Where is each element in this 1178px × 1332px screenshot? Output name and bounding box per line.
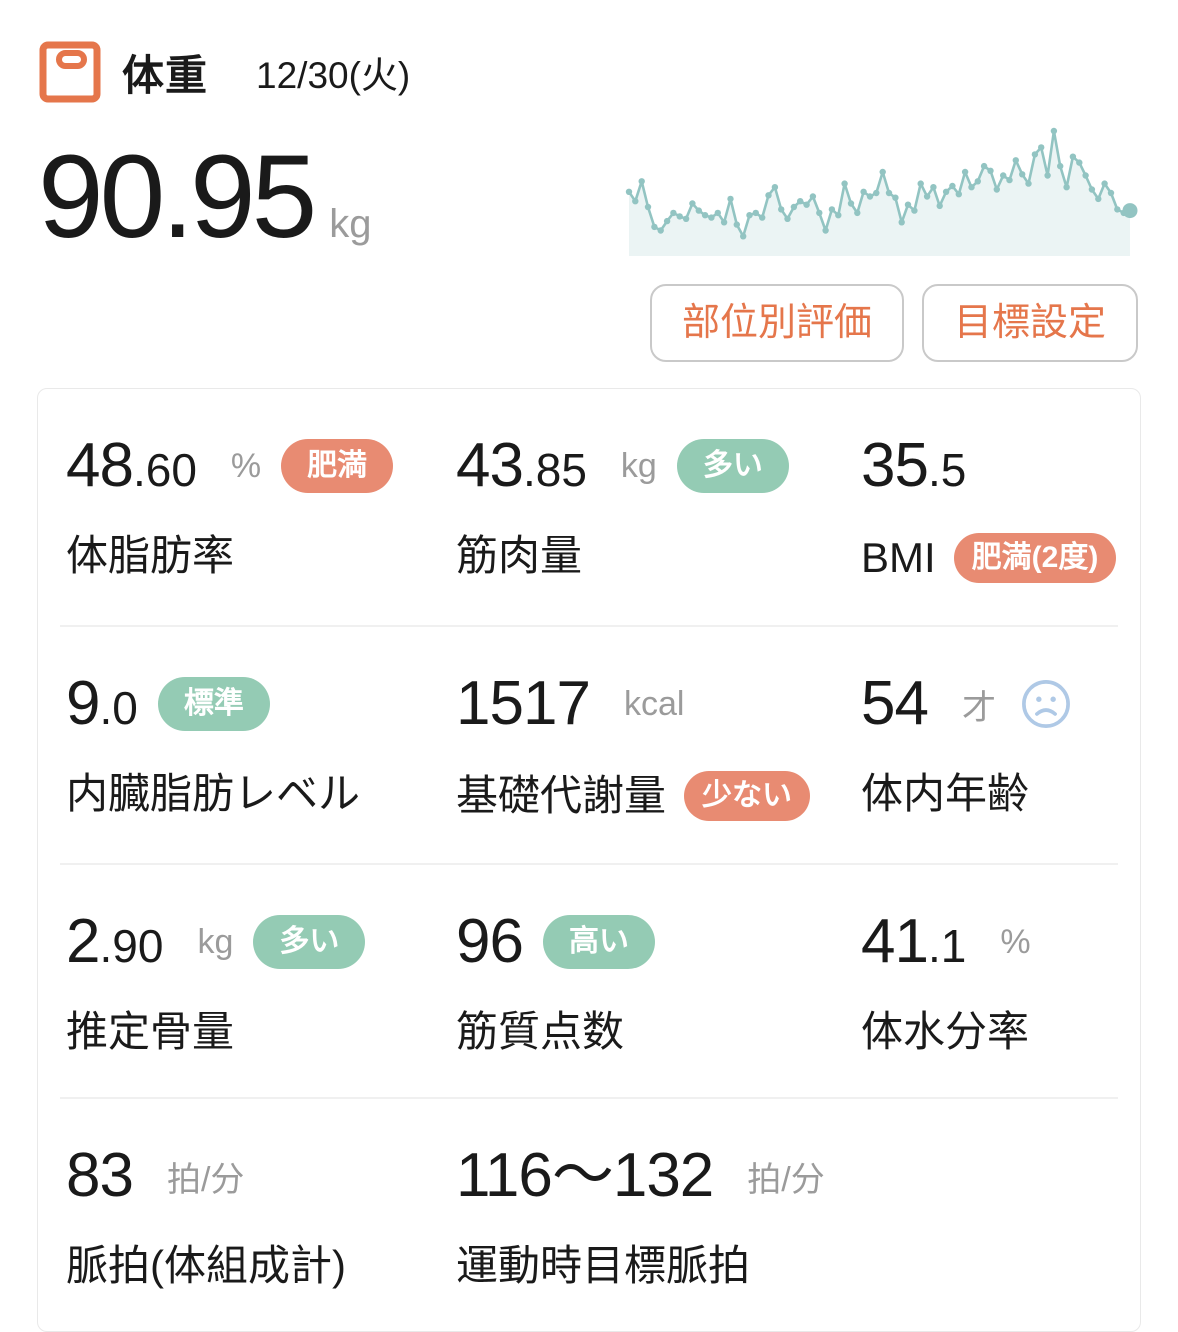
metric-body-fat-percentage: 48.60 % 肥満 体脂肪率 [66, 429, 456, 625]
metric-unit: % [1000, 922, 1031, 961]
status-badge: 多い [253, 915, 366, 969]
weight-unit: kg [329, 202, 372, 247]
metric-basal-metabolic-rate: 1517 kcal 基礎代謝量 少ない [456, 667, 861, 863]
metric-body-age: 54 才 体内年齢 [861, 667, 1072, 863]
measurement-date: 12/30(火) [256, 55, 411, 96]
metric-value: 116〜132 [456, 1141, 714, 1211]
metric-value: 41.1 [861, 907, 967, 976]
metrics-card: 48.60 % 肥満 体脂肪率 43.85 kg 多い 筋肉量 [37, 388, 1141, 1332]
weight-value-group: 90.95 kg [38, 131, 372, 264]
action-buttons: 部位別評価 目標設定 [0, 256, 1178, 362]
status-badge: 肥満 [281, 439, 394, 493]
metric-muscle-quality-score: 96 高い 筋質点数 [456, 905, 861, 1097]
metric-label: 筋質点数 [456, 1008, 625, 1055]
metric-bmi: 35.5 BMI 肥満(2度) [861, 429, 1117, 625]
metric-row-4: 83 拍/分 脈拍(体組成計) 116〜132 拍/分 運動時目標脈拍 [38, 1099, 1140, 1331]
metric-label: 内臓脂肪レベル [66, 770, 361, 817]
weight-value: 90.95 [38, 131, 317, 264]
status-badge: 少ない [684, 771, 811, 821]
metric-muscle-mass: 43.85 kg 多い 筋肉量 [456, 429, 861, 625]
weight-summary: 90.95 kg [0, 104, 1178, 256]
metric-row-2: 9.0 標準 内臓脂肪レベル 1517 kcal 基礎代謝量 少ない [38, 627, 1140, 863]
metric-unit: % [230, 446, 262, 485]
row-divider [60, 1097, 1118, 1100]
metric-row-3: 2.90 kg 多い 推定骨量 96 高い 筋質点数 [38, 865, 1140, 1097]
metric-label: BMI [861, 533, 936, 581]
metric-unit: kg [197, 922, 234, 961]
metric-estimated-bone-mass: 2.90 kg 多い 推定骨量 [66, 905, 456, 1097]
metric-unit: 拍/分 [166, 1160, 245, 1199]
metric-value: 83 [66, 1141, 134, 1211]
metric-unit: 才 [961, 688, 996, 727]
metric-value: 2.90 [66, 907, 164, 976]
metric-label: 推定骨量 [66, 1008, 235, 1055]
weight-trend-chart[interactable] [621, 123, 1138, 256]
metric-label: 体内年齢 [861, 770, 1030, 817]
metric-body-water-percentage: 41.1 % 体水分率 [861, 905, 1031, 1097]
metric-value: 35.5 [861, 431, 967, 500]
metric-visceral-fat-level: 9.0 標準 内臓脂肪レベル [66, 667, 456, 863]
row-divider [60, 625, 1118, 627]
metric-pulse: 83 拍/分 脈拍(体組成計) [66, 1139, 456, 1331]
row-divider [60, 863, 1118, 865]
metric-row-1: 48.60 % 肥満 体脂肪率 43.85 kg 多い 筋肉量 [38, 389, 1140, 625]
metric-unit: 拍/分 [747, 1160, 825, 1199]
header: 体重 12/30(火) [0, 0, 1178, 104]
metric-value: 1517 [456, 669, 591, 738]
metric-value: 96 [456, 907, 524, 976]
status-badge: 高い [542, 915, 655, 969]
metric-value: 43.85 [456, 431, 587, 500]
metric-unit: kg [620, 446, 657, 485]
metric-unit: kcal [623, 684, 685, 723]
metric-label: 基礎代謝量 [456, 771, 667, 819]
status-badge: 標準 [157, 677, 270, 731]
goal-setting-button[interactable]: 目標設定 [921, 284, 1138, 362]
metric-value: 48.60 [66, 431, 197, 500]
metric-value: 54 [861, 669, 929, 738]
metric-label: 筋肉量 [456, 532, 583, 579]
metric-label: 体脂肪率 [66, 532, 235, 579]
page-title: 体重 [122, 51, 209, 99]
status-badge: 肥満(2度) [953, 533, 1117, 583]
weight-scale-icon [38, 40, 102, 104]
metric-label: 体水分率 [861, 1008, 1030, 1055]
status-badge: 多い [676, 439, 789, 493]
metric-target-exercise-pulse: 116〜132 拍/分 運動時目標脈拍 [456, 1139, 1112, 1331]
sad-face-icon [1016, 678, 1072, 730]
body-part-evaluation-button[interactable]: 部位別評価 [649, 284, 904, 362]
metric-value: 9.0 [66, 669, 138, 738]
metric-label: 脈拍(体組成計) [66, 1242, 346, 1290]
metric-label: 運動時目標脈拍 [456, 1242, 751, 1290]
